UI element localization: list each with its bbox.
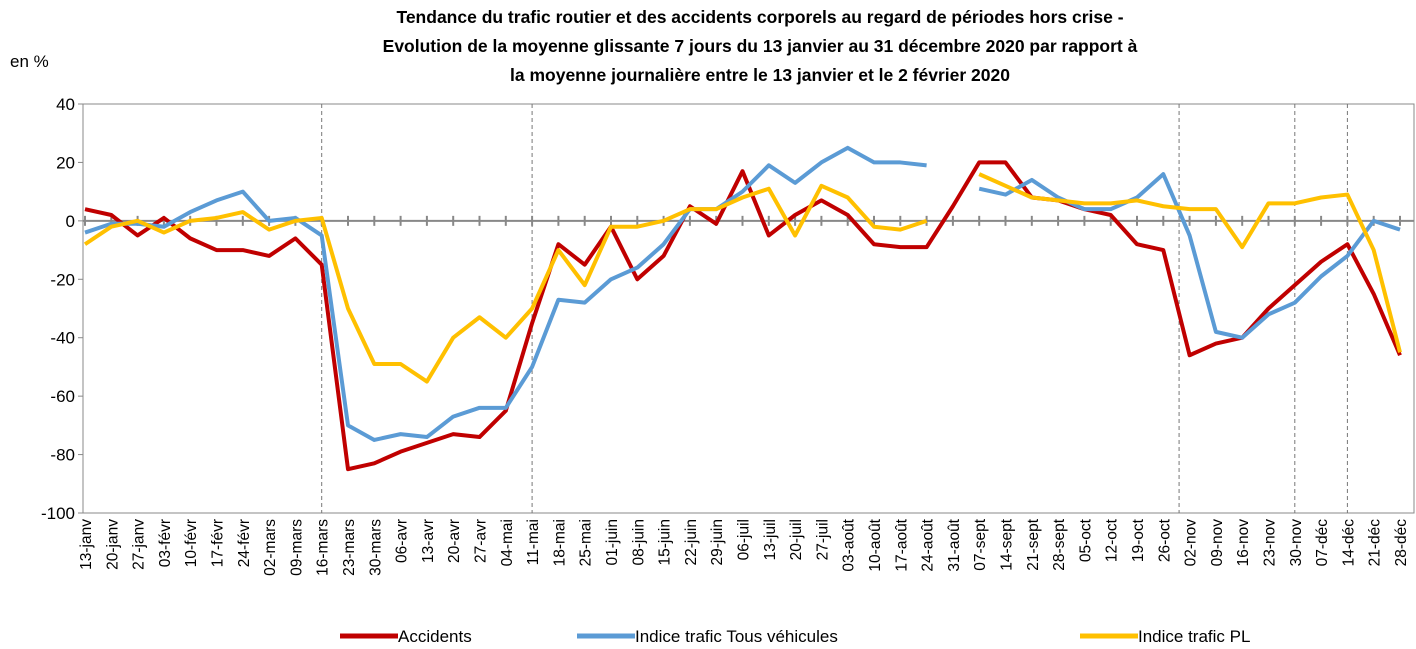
x-tick-label: 03-août: [841, 518, 858, 571]
y-tick-label: -40: [50, 329, 75, 348]
x-tick-label: 30-nov: [1288, 519, 1305, 567]
x-tick-label: 13-juil: [762, 519, 779, 560]
y-tick-label: 0: [66, 212, 75, 231]
x-tick-label: 22-juin: [683, 519, 700, 566]
x-tick-label: 16-mars: [315, 519, 332, 576]
x-tick-label: 27-juil: [814, 519, 831, 560]
x-tick-label: 15-juin: [657, 519, 674, 566]
x-tick-label: 23-mars: [341, 519, 358, 576]
x-tick-label: 09-mars: [288, 519, 305, 576]
x-tick-label: 07-sept: [972, 518, 989, 570]
legend-label: Accidents: [398, 627, 472, 646]
x-tick-label: 21-déc: [1367, 519, 1384, 567]
x-tick-label: 23-nov: [1262, 519, 1279, 567]
legend-label: Indice trafic Tous véhicules: [635, 627, 838, 646]
chart-title: Evolution de la moyenne glissante 7 jour…: [383, 36, 1138, 56]
x-tick-label: 03-févr: [157, 519, 174, 567]
x-tick-label: 24-févr: [236, 519, 253, 567]
x-tick-label: 28-déc: [1393, 519, 1410, 567]
plot-area: [82, 103, 1415, 514]
y-tick-label: 40: [56, 95, 75, 114]
x-tick-label: 13-avr: [420, 519, 437, 563]
x-tick-label: 12-oct: [1104, 518, 1121, 562]
x-tick-label: 10-août: [867, 518, 884, 571]
chart-title: la moyenne journalière entre le 13 janvi…: [510, 65, 1010, 85]
x-tick-label: 11-mai: [525, 519, 542, 565]
x-tick-label: 05-oct: [1077, 518, 1094, 562]
x-tick-label: 07-déc: [1314, 519, 1331, 567]
series-line: [84, 160, 1402, 472]
chart-title: Tendance du trafic routier et des accide…: [396, 7, 1123, 27]
x-tick-label: 18-mai: [551, 519, 568, 566]
series-line: [84, 145, 1401, 442]
x-tick-label: 27-janv: [131, 519, 148, 570]
x-tick-label: 19-oct: [1130, 518, 1147, 562]
y-axis-label: en %: [10, 52, 49, 71]
x-tick-label: 09-nov: [1209, 519, 1226, 567]
x-tick-label: 30-mars: [367, 519, 384, 576]
x-tick-label: 04-mai: [499, 519, 516, 566]
x-tick-label: 20-avr: [446, 519, 463, 563]
y-tick-label: 20: [56, 153, 75, 172]
x-tick-label: 16-nov: [1235, 519, 1252, 567]
y-tick-label: -80: [50, 446, 75, 465]
x-tick-label: 20-juil: [788, 519, 805, 560]
x-tick-label: 02-nov: [1183, 519, 1200, 567]
legend-label: Indice trafic PL: [1138, 627, 1250, 646]
series-line: [83, 172, 1402, 384]
x-tick-label: 06-avr: [394, 519, 411, 563]
y-tick-label: -20: [50, 270, 75, 289]
y-tick-label: -60: [50, 387, 75, 406]
x-tick-label: 13-janv: [78, 519, 95, 570]
x-tick-label: 10-févr: [183, 519, 200, 567]
x-tick-label: 08-juin: [630, 519, 647, 566]
x-tick-label: 02-mars: [262, 519, 279, 576]
x-tick-label: 26-oct: [1156, 518, 1173, 562]
x-tick-label: 17-août: [893, 518, 910, 571]
y-tick-label: -100: [41, 504, 75, 523]
x-tick-label: 31-août: [946, 518, 963, 571]
x-tick-label: 28-sept: [1051, 518, 1068, 570]
x-tick-label: 20-janv: [104, 519, 121, 570]
x-tick-label: 01-juin: [604, 519, 621, 566]
x-tick-label: 27-avr: [473, 519, 490, 563]
x-tick-label: 25-mai: [578, 519, 595, 566]
x-tick-label: 17-févr: [210, 519, 227, 567]
x-tick-label: 14-déc: [1340, 519, 1357, 567]
x-tick-label: 06-juil: [736, 519, 753, 560]
x-tick-label: 29-juin: [709, 519, 726, 566]
x-tick-label: 14-sept: [999, 518, 1016, 570]
x-tick-label: 24-août: [920, 518, 937, 571]
x-tick-label: 21-sept: [1025, 518, 1042, 570]
